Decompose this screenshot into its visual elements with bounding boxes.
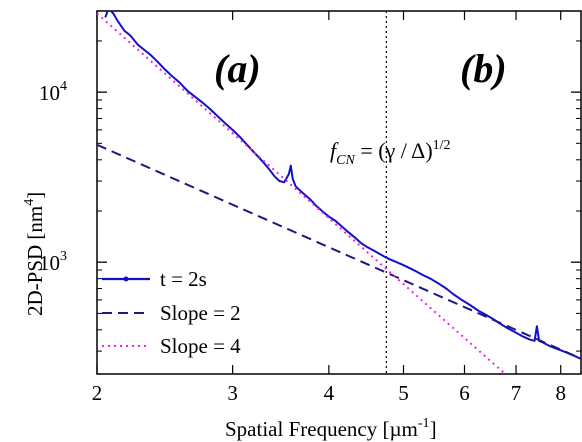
legend-label-t2s: t = 2s [160,267,207,291]
x-axis-title-main: Spatial Frequency [µm [225,417,418,441]
legend-label-slope2: Slope = 2 [160,301,241,325]
y-tick-label-exp: 4 [60,79,67,94]
x-tick-label: 3 [227,381,238,405]
series-layer [97,11,581,374]
x-axis-title: Spatial Frequency [µm-1] [225,416,437,441]
panel-label-a: (a) [214,46,261,91]
plot-frame [96,10,582,375]
x-tick-label: 6 [459,381,470,405]
y-tick-label-exp: 3 [60,249,67,264]
x-tick-label: 7 [511,381,522,405]
fcn-annotation-sup: 1/2 [433,138,451,153]
legend-marker-t2s [123,276,129,282]
legend-label-slope4: Slope = 4 [160,334,241,358]
x-tick-label: 2 [92,381,103,405]
panel-label-b: (b) [460,46,507,91]
y-axis-title-main: 2D-PSD [nm [23,206,47,316]
x-axis-title-sup: -1 [418,416,430,431]
fcn-annotation: fCN = (γ / Δ)1/2 [330,138,451,168]
x-tick-labels: 2 3 4 5 6 7 8 [92,381,566,405]
x-tick-label: 8 [555,381,566,405]
x-tick-label: 4 [324,381,335,405]
series-line-t2s [104,11,581,360]
x-tick-label: 5 [398,381,409,405]
y-tick-label: 104 [39,79,67,105]
y-axis-title-sup: 4 [22,199,37,206]
fcn-annotation-rest: = (γ / Δ) [355,138,433,163]
y-axis-title: 2D-PSD [nm4] [22,192,47,316]
fcn-annotation-sub: CN [336,153,355,168]
x-axis-title-end: ] [430,417,437,441]
axis-ticks [96,10,581,374]
series-line-slope4 [97,12,507,374]
series-line-slope2 [97,143,581,360]
fcn-annotation-main: f [330,138,339,163]
plot-area [96,10,582,375]
legend: t = 2s Slope = 2 Slope = 4 [102,267,241,358]
y-axis-title-end: ] [23,192,47,199]
